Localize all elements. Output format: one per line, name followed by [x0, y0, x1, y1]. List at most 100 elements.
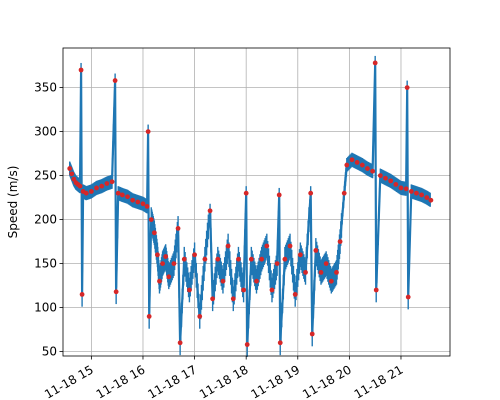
data-point — [104, 181, 110, 186]
data-point — [225, 243, 231, 249]
data-point — [207, 208, 213, 214]
x-tick-label: 11-18 17 — [145, 362, 199, 400]
data-point — [67, 166, 73, 171]
x-tick-label: 11-18 21 — [352, 362, 406, 400]
data-point — [282, 256, 288, 262]
grid-lines — [63, 48, 450, 356]
data-point — [428, 197, 434, 203]
data-point — [313, 248, 319, 253]
data-point — [349, 157, 355, 163]
data-point — [259, 256, 265, 262]
data-point — [145, 129, 151, 135]
data-point — [83, 190, 89, 196]
data-point — [187, 287, 192, 293]
data-point — [77, 183, 83, 189]
data-point — [236, 256, 241, 262]
data-point — [140, 201, 146, 207]
data-point — [230, 296, 236, 302]
data-point — [79, 292, 85, 297]
x-tick-label: 11-18 15 — [42, 362, 96, 400]
data-point — [157, 278, 162, 284]
data-point — [166, 274, 172, 280]
y-tick-label: 250 — [34, 169, 57, 183]
data-point — [297, 252, 303, 258]
y-axis: 50 100 150 200 250 300 350 — [34, 81, 63, 359]
data-point — [404, 85, 410, 90]
data-point — [148, 217, 154, 223]
data-point — [112, 78, 118, 83]
data-point — [215, 256, 221, 262]
data-point — [344, 162, 350, 168]
data-point — [163, 254, 169, 259]
data-point — [146, 314, 152, 319]
data-point — [277, 340, 283, 346]
data-point — [113, 289, 119, 295]
data-point — [171, 261, 177, 266]
data-point — [99, 183, 105, 189]
series-markers — [67, 60, 434, 347]
x-tick-label: 11-18 20 — [300, 362, 354, 400]
data-point — [334, 270, 339, 275]
plot-frame — [62, 47, 451, 357]
data-point — [287, 243, 293, 249]
data-point — [398, 185, 404, 191]
data-point — [220, 278, 226, 284]
data-point — [177, 340, 183, 346]
data-point — [354, 160, 360, 165]
data-point — [337, 239, 343, 245]
y-tick-label: 200 — [34, 213, 57, 227]
y-tick-label: 100 — [34, 301, 57, 315]
data-point — [274, 261, 280, 266]
data-point — [419, 192, 425, 198]
data-point — [241, 287, 247, 293]
data-point — [365, 166, 370, 171]
data-point — [403, 186, 409, 192]
data-point — [254, 278, 259, 284]
x-tick-label: 11-18 18 — [197, 362, 251, 400]
data-point — [202, 256, 208, 262]
data-point — [155, 252, 160, 258]
data-point — [119, 192, 125, 198]
data-point — [372, 60, 378, 66]
data-point — [292, 292, 298, 297]
data-point — [383, 175, 388, 181]
data-point — [303, 270, 308, 275]
data-point — [414, 190, 419, 196]
data-point — [323, 261, 329, 266]
x-tick-label: 11-18 16 — [94, 362, 148, 400]
data-point — [341, 190, 347, 196]
data-point — [373, 287, 379, 293]
data-point — [175, 226, 181, 231]
series-path — [68, 62, 432, 345]
series-line — [68, 62, 432, 345]
data-point — [276, 192, 282, 198]
data-point — [269, 287, 275, 293]
y-tick-label: 150 — [34, 257, 57, 271]
data-point — [309, 331, 315, 337]
data-point — [115, 190, 121, 196]
x-tick-label: 11-18 19 — [249, 362, 303, 400]
data-point — [69, 171, 75, 177]
data-point — [71, 176, 77, 182]
data-point — [151, 230, 157, 236]
y-tick-label: 300 — [34, 125, 57, 139]
data-point — [388, 178, 394, 184]
data-point — [328, 278, 334, 284]
data-point — [197, 314, 203, 319]
data-point — [181, 256, 187, 262]
data-point — [370, 168, 375, 174]
data-point — [125, 194, 130, 200]
data-point — [192, 252, 197, 258]
data-point — [377, 173, 383, 179]
data-point — [94, 185, 99, 191]
data-point — [264, 243, 270, 249]
data-point — [135, 199, 141, 205]
y-axis-label: Speed (m/s) — [6, 166, 20, 239]
y-tick-label: 350 — [34, 81, 57, 95]
data-point — [244, 342, 250, 347]
data-point — [144, 204, 150, 209]
data-point — [130, 197, 136, 203]
data-point — [243, 190, 249, 196]
data-point — [405, 294, 411, 300]
